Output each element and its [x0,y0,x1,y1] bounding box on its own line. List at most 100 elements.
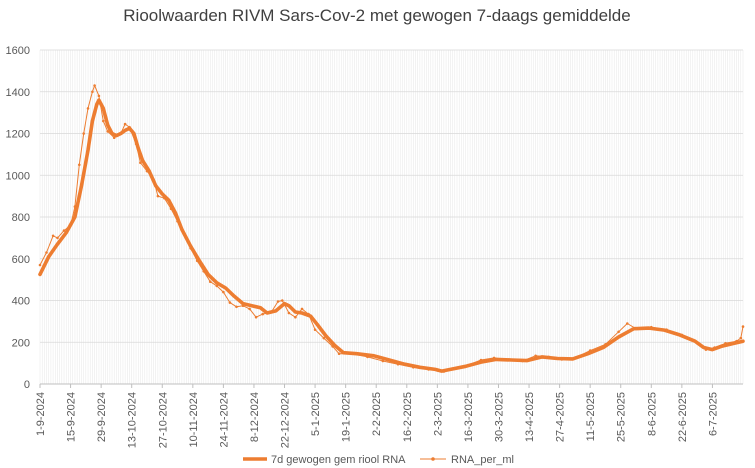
data-point [521,359,524,363]
data-point [93,84,96,87]
data-point [51,234,55,238]
legend-marker-rna-per-ml [431,457,435,461]
data-point [453,367,457,370]
x-tick-label: 6-7-2025 [707,392,719,436]
y-tick-label: 1000 [6,170,30,182]
axis-layer: 0 200 400 600 800 1000 1200 1400 1600 1-9-2024 15-… [6,45,743,448]
data-point [665,328,668,332]
data-point [713,346,716,349]
data-point [69,224,72,227]
x-tick-label: 8-12-2024 [249,392,261,442]
data-point [62,229,66,232]
data-point [169,207,173,210]
data-point [313,328,317,332]
series-layer [38,84,745,373]
data-point [650,325,653,329]
data-point [366,355,369,359]
data-point [156,194,160,198]
x-tick-label: 16-3-2025 [463,392,475,442]
data-point [182,232,186,235]
data-point [281,299,284,302]
data-point [139,161,142,164]
data-point [350,352,354,356]
x-tick-label: 1-9-2024 [35,392,47,436]
data-point [560,358,564,361]
data-point [202,270,205,273]
x-tick-label: 10-11-2024 [188,392,200,447]
x-tick-label: 19-1-2025 [341,392,353,442]
x-tick-label: 13-10-2024 [127,392,139,448]
data-point [78,163,81,167]
data-point [680,333,684,337]
x-tick-label: 5-1-2025 [310,392,322,436]
data-point [547,355,550,359]
y-tick-label: 0 [24,379,30,391]
data-point [294,315,297,319]
y-tick-label: 1400 [6,87,30,99]
y-tick-label: 800 [12,212,30,224]
data-point [176,219,179,223]
data-point [152,178,155,181]
data-point [396,362,400,366]
data-point [300,307,304,311]
x-tick-label: 25-5-2025 [616,392,628,442]
data-point [128,125,131,129]
data-point [322,336,326,340]
data-point [123,122,127,126]
x-tick-label: 15-9-2024 [66,392,78,442]
x-tick-label: 30-3-2025 [493,392,505,442]
data-point [287,311,291,315]
y-tick-label: 1600 [6,45,30,57]
data-point [492,356,496,360]
data-point [479,358,483,362]
data-point [248,307,251,311]
data-point [235,305,238,309]
chart-title: Rioolwaarden RIVM Sars-Cov-2 met gewogen… [123,6,630,25]
data-point [337,352,341,356]
data-point [261,312,265,316]
data-point [505,358,509,362]
data-point [228,301,232,304]
data-point [73,205,77,208]
data-point [119,132,123,135]
data-point [145,169,149,173]
data-point [106,130,109,133]
data-point [634,327,638,331]
x-tick-label: 2-2-2025 [371,392,383,436]
y-tick-label: 1200 [6,129,30,141]
data-point [215,284,219,288]
grid-layer [39,49,744,384]
y-tick-label: 400 [12,296,30,308]
legend: 7d gewogen gem riool RNA RNA_per_ml [243,454,514,466]
data-point [102,119,105,123]
data-point [254,315,258,319]
data-point [189,247,192,250]
data-point [739,336,743,340]
data-point [222,290,225,294]
y-tick-label: 600 [12,254,30,266]
data-point [381,359,385,363]
x-tick-label: 13-4-2025 [524,392,536,442]
legend-label-7d-gewogen: 7d gewogen gem riool RNA [271,454,406,466]
data-point [626,322,629,325]
data-point [427,368,430,371]
x-tick-label: 8-6-2025 [646,392,658,436]
data-point [695,342,699,345]
data-point [45,251,48,254]
data-point [276,300,280,303]
data-point [134,142,138,146]
x-tick-label: 2-3-2025 [432,392,444,436]
y-tick-label: 200 [12,337,30,349]
data-point [112,136,116,139]
data-point [735,339,738,343]
data-point [195,259,199,263]
data-point [209,280,212,284]
data-point [56,236,59,240]
data-point [442,370,446,373]
data-point [91,90,94,94]
x-tick-label: 16-2-2025 [402,392,414,442]
data-point [97,94,101,98]
data-point [412,366,415,369]
